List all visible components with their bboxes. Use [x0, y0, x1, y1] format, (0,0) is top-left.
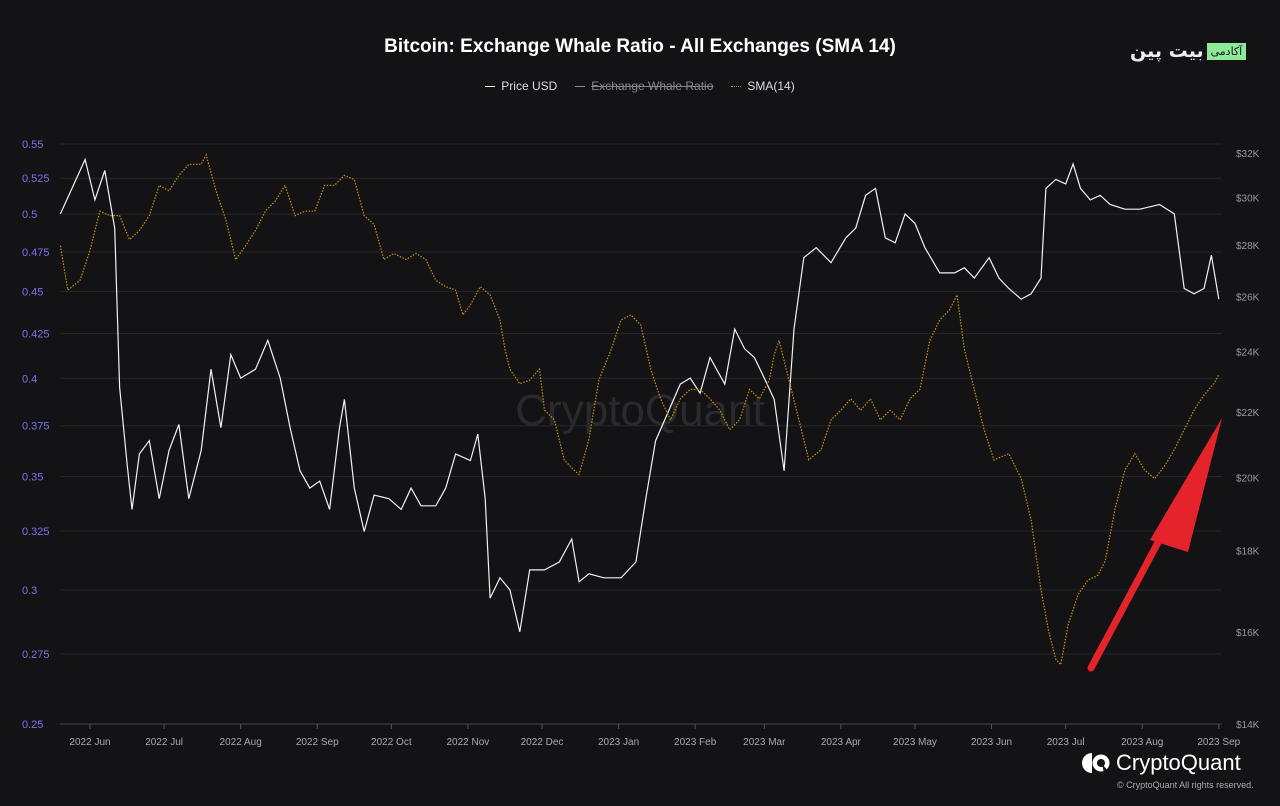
- right-axis-tick-label: $14K: [1236, 720, 1260, 731]
- legend-item-sma[interactable]: SMA(14): [731, 79, 795, 93]
- sma14-line: [59, 153, 1220, 666]
- left-axis-tick-label: 0.5: [22, 209, 37, 221]
- right-axis-tick-label: $28K: [1236, 241, 1260, 252]
- x-axis-tick-label: 2022 Dec: [521, 737, 564, 748]
- legend: Price USD Exchange Whale Ratio SMA(14): [0, 79, 1280, 93]
- footer-logo-text: CryptoQuant: [1116, 750, 1241, 775]
- x-axis-tick-label: 2022 Oct: [371, 737, 412, 748]
- x-axis-tick-label: 2023 Apr: [821, 737, 862, 748]
- legend-item-whale-ratio[interactable]: Exchange Whale Ratio: [575, 79, 713, 93]
- legend-label: Price USD: [501, 79, 558, 93]
- legend-swatch-sma: [731, 85, 742, 87]
- legend-swatch-price: [485, 85, 496, 87]
- x-axis-tick-label: 2023 Jul: [1047, 737, 1085, 748]
- left-axis-tick-label: 0.3: [22, 585, 37, 597]
- cryptoquant-logo-icon: [1082, 753, 1110, 773]
- x-axis-tick-label: 2023 Feb: [674, 737, 717, 748]
- right-axis-tick-label: $26K: [1236, 292, 1260, 303]
- red-arrow-annotation: [1087, 418, 1222, 672]
- left-axis-tick-label: 0.325: [22, 526, 50, 538]
- left-axis-tick-label: 0.525: [22, 173, 50, 185]
- right-axis-tick-label: $18K: [1236, 546, 1260, 557]
- x-axis-tick-label: 2022 Nov: [447, 737, 490, 748]
- x-axis-tick-label: 2023 Jan: [598, 737, 639, 748]
- right-axis-tick-label: $16K: [1236, 628, 1260, 639]
- right-axis-tick-label: $24K: [1236, 348, 1260, 359]
- price-usd-line: [59, 157, 1220, 632]
- legend-swatch-whale-ratio: [575, 85, 586, 87]
- x-axis-tick-label: 2022 Jul: [145, 737, 183, 748]
- cryptoquant-logo: CryptoQuant: [1082, 750, 1241, 776]
- x-axis-tick-label: 2022 Sep: [296, 737, 339, 748]
- left-axis-tick-label: 0.475: [22, 247, 50, 259]
- left-axis-tick-label: 0.25: [22, 719, 43, 731]
- right-axis-tick-label: $32K: [1236, 149, 1260, 160]
- x-axis-tick-label: 2022 Jun: [69, 737, 110, 748]
- brand-logo: بیت پین آکادمی: [1130, 40, 1247, 62]
- left-axis-tick-label: 0.55: [22, 139, 43, 151]
- x-axis-tick-label: 2022 Aug: [220, 737, 262, 748]
- x-axis-tick-label: 2023 Sep: [1197, 737, 1240, 748]
- chart-title: Bitcoin: Exchange Whale Ratio - All Exch…: [384, 36, 896, 57]
- x-axis-tick-label: 2023 Aug: [1121, 737, 1163, 748]
- right-axis-tick-label: $30K: [1236, 194, 1260, 205]
- left-axis-tick-label: 0.275: [22, 649, 50, 661]
- left-axis-tick-label: 0.4: [22, 373, 37, 385]
- left-axis-tick-label: 0.35: [22, 471, 43, 483]
- right-axis-tick-label: $20K: [1236, 474, 1260, 485]
- left-axis-tick-label: 0.45: [22, 287, 43, 299]
- right-axis-tick-label: $22K: [1236, 408, 1260, 419]
- legend-label: Exchange Whale Ratio: [591, 79, 714, 93]
- x-axis-tick-label: 2023 Mar: [743, 737, 786, 748]
- copyright: © CryptoQuant All rights reserved.: [1117, 780, 1254, 790]
- x-axis-tick-label: 2023 Jun: [971, 737, 1012, 748]
- left-axis-tick-label: 0.375: [22, 421, 50, 433]
- left-axis-tick-label: 0.425: [22, 329, 50, 341]
- brand-tag: آکادمی: [1206, 42, 1247, 60]
- watermark: CryptoQuant: [515, 386, 764, 435]
- legend-label: SMA(14): [747, 79, 795, 93]
- legend-item-price[interactable]: Price USD: [485, 79, 557, 93]
- x-axis-tick-label: 2023 May: [893, 737, 937, 748]
- brand-text: بیت پین: [1130, 40, 1204, 62]
